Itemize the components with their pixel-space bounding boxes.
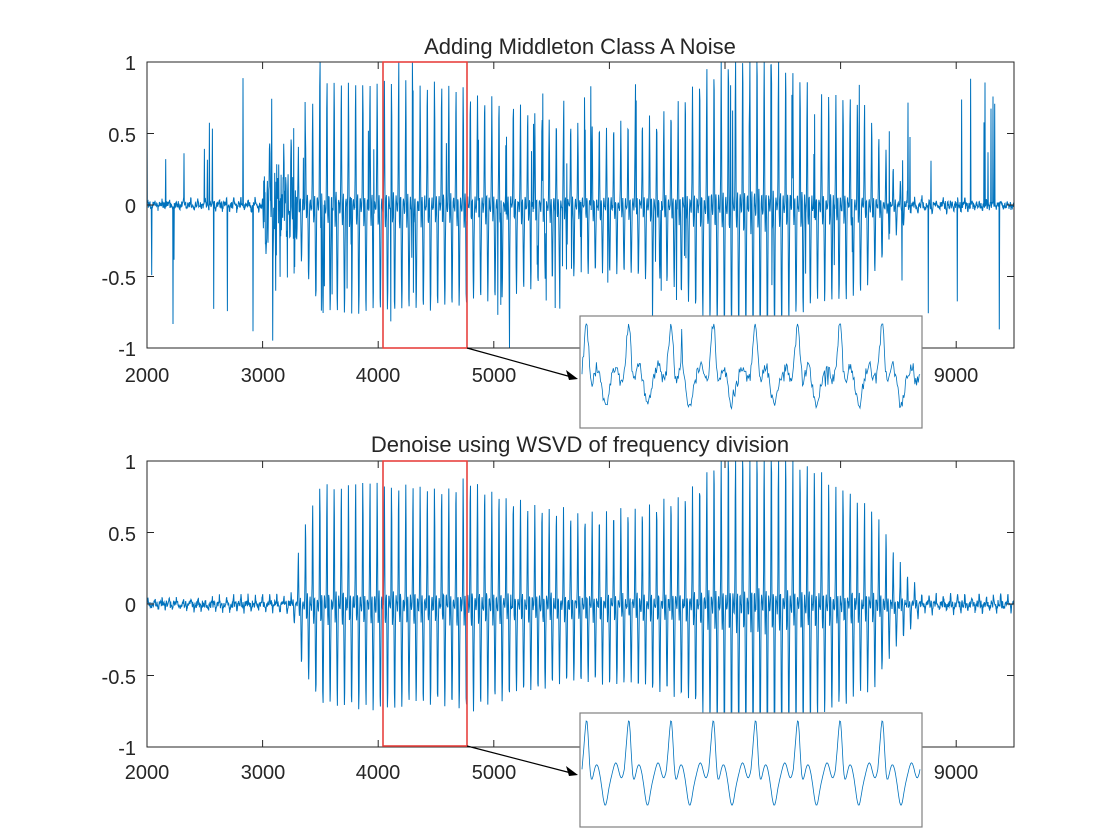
- zoom-arrow: [466, 347, 576, 379]
- waveform-line: [146, 61, 1015, 349]
- x-tick-label: 5000: [472, 365, 517, 387]
- zoom-arrow: [466, 745, 576, 775]
- y-tick-label: -1: [118, 339, 136, 361]
- y-tick-label: 0: [125, 196, 136, 218]
- y-tick-label: -0.5: [102, 268, 136, 290]
- inset-waveform-line: [581, 323, 921, 410]
- y-tick-label: -0.5: [102, 667, 136, 689]
- tick-marks: [146, 61, 1014, 349]
- x-tick-label: 2000: [125, 365, 170, 387]
- highlight-box: [382, 460, 468, 747]
- x-tick-label: 3000: [241, 365, 286, 387]
- x-tick-label: 4000: [356, 762, 401, 784]
- subplot-denoised: Denoise using WSVD of frequency division…: [102, 432, 1015, 828]
- zoom-arrow-head: [566, 370, 578, 380]
- zoom-arrow-head: [566, 766, 578, 776]
- y-tick-label: 0: [125, 595, 136, 617]
- chart-title: Adding Middleton Class A Noise: [424, 34, 736, 59]
- x-tick-label: 9000: [934, 365, 979, 387]
- y-tick-label: -1: [118, 738, 136, 760]
- y-tick-label: 0.5: [108, 125, 136, 147]
- x-tick-label: 5000: [472, 762, 517, 784]
- x-tick-label: 2000: [125, 762, 170, 784]
- highlight-box: [382, 61, 468, 349]
- x-tick-label: 9000: [934, 762, 979, 784]
- inset-waveform-line: [581, 720, 921, 806]
- y-tick-label: 0.5: [108, 524, 136, 546]
- x-tick-label: 3000: [241, 762, 286, 784]
- inset-waveform: [581, 720, 921, 806]
- y-tick-label: 1: [125, 452, 136, 474]
- y-tick-label: 1: [125, 53, 136, 75]
- chart-title: Denoise using WSVD of frequency division: [371, 432, 789, 457]
- subplot-noisy: Adding Middleton Class A Noise -1 -0.5 0…: [102, 34, 1015, 429]
- waveform-line: [146, 460, 1015, 746]
- x-tick-label: 4000: [356, 365, 401, 387]
- denoised-waveform: [146, 460, 1015, 746]
- inset-waveform: [581, 323, 921, 410]
- noisy-waveform: [146, 61, 1015, 349]
